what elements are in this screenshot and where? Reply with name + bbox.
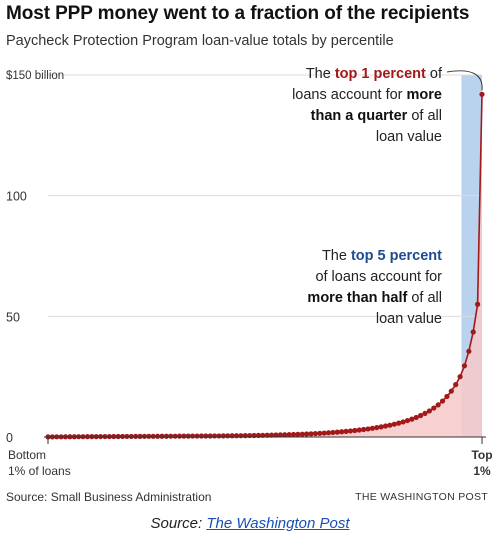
data-point	[365, 426, 371, 432]
data-point	[352, 427, 358, 434]
data-point	[439, 398, 446, 404]
data-point	[321, 430, 327, 436]
x-tick-label: 1%	[473, 464, 491, 478]
data-point	[387, 422, 393, 428]
data-point	[347, 428, 354, 434]
data-point	[378, 424, 384, 430]
data-point	[141, 433, 148, 439]
top-1-annotation-leader	[446, 70, 483, 91]
source-link[interactable]: The Washington Post	[206, 515, 350, 532]
data-point	[448, 388, 454, 394]
data-point	[334, 429, 340, 435]
data-point	[461, 363, 468, 369]
data-point	[453, 382, 459, 388]
data-point	[168, 433, 174, 439]
data-point	[273, 432, 279, 438]
y-tick-label: 0	[6, 431, 13, 445]
y-axis: $150 billion 100 50 0	[6, 70, 482, 445]
data-point	[413, 414, 419, 421]
data-point	[317, 430, 323, 436]
chart-title: Most PPP money went to a fraction of the…	[6, 3, 470, 24]
data-point	[154, 433, 161, 439]
y-tick-label: 100	[6, 190, 27, 204]
data-point	[137, 433, 143, 439]
data-point	[277, 432, 283, 438]
data-point	[124, 433, 130, 440]
chart-svg: $150 billion 100 50 0 Bottom 1% of loans Top 1…	[6, 70, 493, 478]
data-point	[159, 433, 165, 439]
data-point	[444, 393, 450, 400]
data-point	[290, 431, 297, 438]
footer-credit: THE WASHINGTON POST	[355, 491, 488, 503]
source-caption: Source: The Washington Post	[150, 515, 350, 532]
data-point	[282, 432, 288, 438]
data-point	[404, 417, 411, 424]
x-axis: Bottom 1% of loans Top 1%	[8, 436, 493, 478]
data-point	[295, 431, 301, 437]
data-point	[304, 431, 310, 437]
data-point	[268, 432, 275, 438]
top-5-percent-annotation: The top 5 percent of loans account for m…	[307, 248, 442, 327]
data-point	[343, 428, 349, 434]
top-1-percent-annotation: The top 1 percent of loans account for m…	[292, 66, 442, 145]
footer-source: Source: Small Business Administration	[6, 490, 212, 504]
data-point	[396, 420, 402, 426]
x-tick-label: 1% of loans	[8, 464, 71, 478]
data-point	[369, 425, 376, 431]
data-point	[470, 329, 476, 335]
data-point	[391, 421, 397, 427]
x-tick-label: Top	[471, 448, 492, 462]
data-point	[400, 419, 406, 425]
x-tick-label: Bottom	[8, 448, 46, 462]
data-point	[426, 408, 432, 414]
data-point	[308, 431, 314, 437]
data-point	[418, 412, 424, 419]
data-point	[339, 429, 345, 435]
data-point	[115, 433, 121, 440]
y-tick-label: 50	[6, 310, 20, 324]
data-point	[457, 374, 463, 380]
data-point	[146, 433, 152, 439]
data-point	[286, 432, 292, 438]
data-point	[475, 301, 481, 307]
data-point	[409, 416, 415, 422]
data-point	[374, 424, 380, 431]
data-point	[119, 433, 126, 440]
data-point	[312, 430, 319, 437]
data-point	[163, 433, 169, 439]
data-point	[330, 429, 336, 436]
data-point	[325, 430, 332, 436]
data-point	[435, 402, 441, 408]
data-point	[382, 423, 389, 429]
data-point	[128, 433, 134, 440]
data-point	[150, 433, 156, 439]
data-point	[299, 431, 305, 437]
data-point	[361, 426, 367, 433]
data-point	[356, 427, 362, 433]
data-point	[479, 91, 485, 97]
data-point	[431, 405, 437, 411]
chart-subtitle: Paycheck Protection Program loan-value t…	[6, 33, 394, 49]
data-point	[133, 433, 139, 439]
y-tick-label: $150 billion	[6, 70, 64, 82]
data-point	[466, 348, 472, 354]
data-point	[422, 410, 428, 416]
